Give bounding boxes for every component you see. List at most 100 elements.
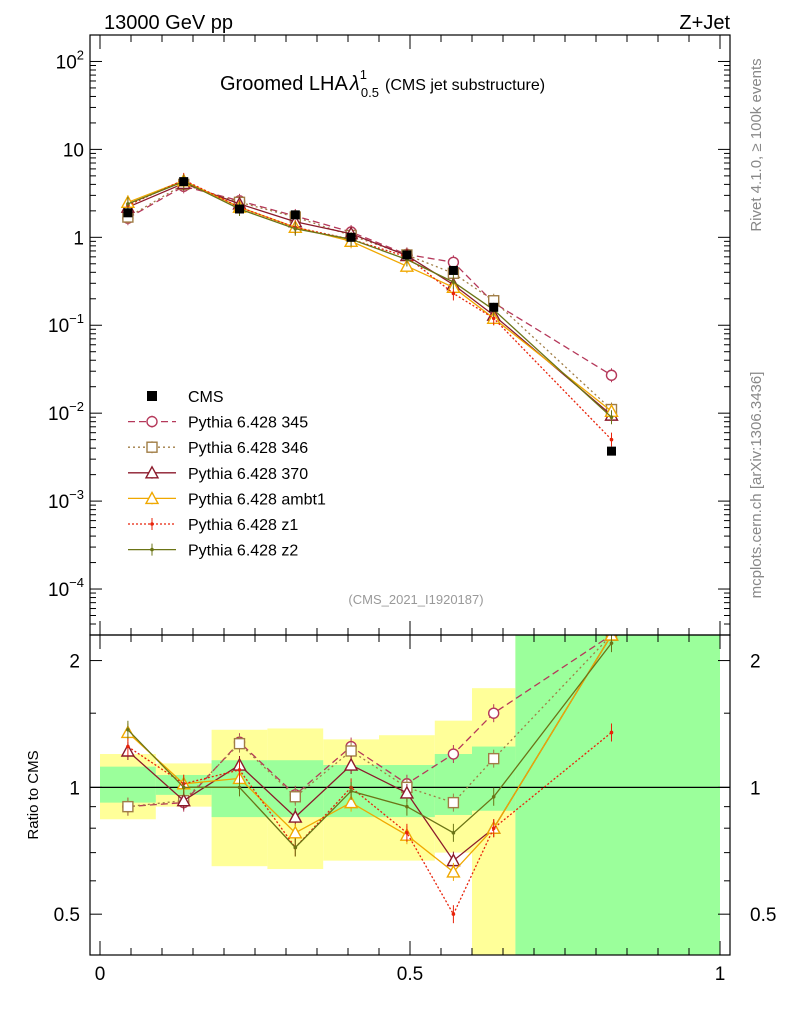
band-stat-0	[100, 766, 156, 803]
series-point-ratio-1-0	[122, 800, 134, 813]
legend-label-2: Pythia 6.428 370	[188, 466, 308, 483]
series-point-upper-0-8	[605, 369, 618, 381]
series-point-ratio-5-4	[349, 789, 353, 793]
series-line-upper-0	[127, 185, 612, 376]
cms-data-point-8	[607, 446, 616, 456]
title-sup: 1	[360, 67, 367, 82]
upper-tick-label-1: 10	[63, 140, 84, 161]
series-point-ratio-1-7	[488, 752, 500, 765]
series-point-ratio-5-6	[451, 831, 456, 835]
upper-tick-label-5: 10−3	[48, 487, 84, 513]
upper-frame	[89, 34, 731, 636]
series-point-upper-5-8	[609, 415, 614, 419]
series-point-ratio-3-4	[343, 795, 359, 809]
title-lambda: λ	[349, 73, 360, 95]
legend-label-1: Pythia 6.428 346	[188, 440, 308, 457]
analysis-id: (CMS_2021_I1920187)	[348, 592, 483, 607]
header-left: 13000 GeV pp	[104, 12, 233, 34]
upper-tick-base-5: 10	[48, 492, 69, 513]
series-point-ratio-2-4	[343, 757, 359, 771]
upper-tick-label-6: 10−4	[48, 575, 84, 601]
ratio-tick-label-right-0: 2	[750, 652, 761, 673]
legend-marker-cms	[147, 391, 157, 401]
upper-tick-base-3: 10	[48, 316, 69, 337]
upper-tick-exp-0: 2	[77, 47, 84, 62]
legend-marker-1	[146, 441, 158, 453]
upper-tick-exp-4: −2	[69, 399, 84, 414]
ratio-tick-label-left-0: 2	[69, 652, 80, 673]
legend-marker-0	[146, 415, 158, 428]
series-point-ratio-5-0	[126, 727, 130, 732]
series-point-ratio-5-3	[293, 845, 298, 850]
legend-marker-5	[150, 547, 154, 552]
upper-tick-label-4: 10−2	[48, 399, 84, 425]
series-point-ratio-4-0	[126, 744, 130, 749]
ratio-y-label: Ratio to CMS	[25, 750, 42, 839]
cms-data-point-2	[235, 204, 244, 214]
title-main: Groomed LHA	[220, 73, 348, 95]
upper-tick-exp-3: −1	[69, 311, 84, 326]
title-sub: 0.5	[361, 85, 379, 100]
upper-tick-label-0: 102	[56, 47, 84, 73]
title-suffix: (CMS jet substructure)	[385, 77, 545, 94]
series-line-upper-2	[127, 182, 612, 416]
side-label-rivet: Rivet 4.1.0, ≥ 100k events	[748, 58, 765, 231]
ratio-tick-label-left-1: 1	[69, 778, 80, 799]
cms-data-point-6	[448, 265, 458, 275]
upper-tick-base-2: 1	[73, 228, 84, 249]
series-point-upper-0-6	[447, 256, 460, 268]
series-point-ratio-5-8	[609, 641, 614, 645]
series-point-ratio-1-6	[447, 796, 460, 809]
ratio-uncertainty-bands	[100, 635, 720, 955]
series-point-ratio-5-7	[491, 794, 496, 799]
ratio-tick-label-left-2: 0.5	[54, 905, 80, 926]
axis-ticks	[90, 35, 730, 955]
cms-data-point-1	[179, 177, 189, 187]
series-point-ratio-5-2	[237, 785, 242, 790]
upper-tick-base-0: 10	[56, 52, 77, 73]
series-point-ratio-5-5	[405, 804, 409, 809]
series-point-ratio-4-7	[491, 826, 496, 830]
ratio-tick-label-right-1: 1	[750, 778, 761, 799]
ratio-tick-label-right-2: 0.5	[750, 905, 776, 926]
legend-label-cms: CMS	[188, 389, 224, 406]
legend: CMS Pythia 6.428 345 Pythia 6.428 346 Pythi…	[128, 389, 326, 560]
cms-data-point-3	[290, 210, 300, 220]
series-point-ratio-3-3	[288, 825, 303, 839]
data-layer	[123, 177, 616, 456]
series-point-ratio-3-6	[446, 864, 461, 878]
cms-data-point-0	[123, 208, 133, 218]
series-line-upper-5	[127, 180, 612, 418]
series-point-ratio-1-2	[233, 737, 246, 750]
legend-marker-3	[144, 490, 160, 505]
series-point-upper-5-3	[293, 226, 298, 231]
legend-marker-2	[144, 465, 160, 479]
series-point-ratio-0-7	[488, 707, 500, 719]
series-point-ratio-1-4	[345, 745, 357, 757]
header-right: Z+Jet	[679, 12, 730, 34]
upper-tick-exp-6: −4	[69, 575, 84, 590]
legend-marker-4	[150, 522, 154, 526]
series-point-ratio-4-2	[237, 768, 242, 772]
side-label-mcplots: mcplots.cern.ch [arXiv:1306.3436]	[748, 372, 765, 599]
series-point-ratio-4-5	[405, 831, 409, 835]
x-tick-label-0: 0	[95, 964, 106, 985]
series-point-upper-4-6	[451, 291, 456, 296]
legend-label-5: Pythia 6.428 z2	[188, 543, 298, 560]
series-line-upper-1	[127, 183, 612, 410]
series-point-ratio-4-6	[451, 912, 456, 916]
cms-data-point-5	[402, 250, 412, 260]
series-point-ratio-5-1	[181, 785, 186, 790]
upper-tick-label-2: 1	[73, 228, 84, 249]
upper-tick-exp-5: −3	[69, 487, 84, 502]
series-point-ratio-2-3	[288, 809, 303, 823]
plot-title: Groomed LHA λ1 0.5 (CMS jet substructure)	[220, 67, 545, 100]
upper-tick-base-6: 10	[48, 580, 69, 601]
series-point-ratio-1-3	[289, 791, 301, 803]
upper-tick-base-4: 10	[48, 404, 69, 425]
legend-label-3: Pythia 6.428 ambt1	[188, 491, 326, 508]
series-line-upper-4	[127, 179, 612, 441]
upper-tick-label-3: 10−1	[48, 311, 84, 337]
